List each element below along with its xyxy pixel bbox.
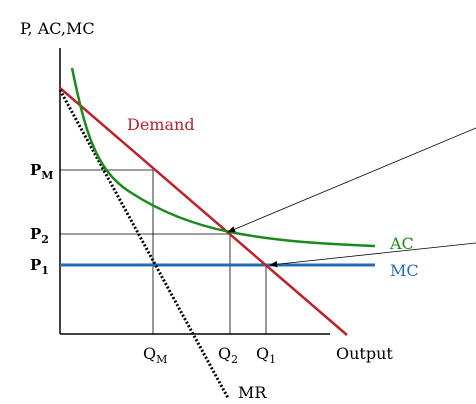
price-label-main: P bbox=[30, 225, 41, 243]
y-axis-title: P, AC,MC bbox=[20, 19, 95, 38]
demand-label: Demand bbox=[127, 115, 195, 134]
quantity-label-sub: 1 bbox=[269, 353, 276, 366]
mr-curve bbox=[58, 89, 230, 399]
price-label: P2 bbox=[30, 225, 49, 246]
price-label-sub: M bbox=[41, 169, 53, 182]
price-label-sub: 1 bbox=[41, 264, 49, 277]
price-label-main: P bbox=[30, 256, 41, 274]
quantity-label: Q1 bbox=[256, 344, 276, 366]
mc-label: MC bbox=[390, 261, 419, 280]
pointer-arrow bbox=[227, 127, 476, 233]
quantity-label-main: Q bbox=[218, 344, 231, 363]
quantity-label-main: Q bbox=[256, 344, 269, 363]
pointer-arrow bbox=[269, 242, 476, 268]
quantity-label: Q2 bbox=[218, 344, 238, 366]
mr-label: MR bbox=[238, 383, 267, 402]
ac-label: AC bbox=[389, 234, 414, 253]
quantity-label: QM bbox=[143, 344, 167, 366]
price-label: PM bbox=[30, 161, 53, 182]
x-axis-title: Output bbox=[336, 344, 393, 363]
quantity-label-sub: M bbox=[156, 353, 167, 366]
price-label-main: P bbox=[30, 161, 41, 179]
quantity-label-sub: 2 bbox=[231, 353, 238, 366]
price-label: P1 bbox=[30, 256, 49, 277]
price-label-sub: 2 bbox=[41, 233, 49, 246]
quantity-label-main: Q bbox=[143, 344, 156, 363]
ac-curve bbox=[70, 67, 376, 248]
demand-curve bbox=[59, 87, 348, 336]
